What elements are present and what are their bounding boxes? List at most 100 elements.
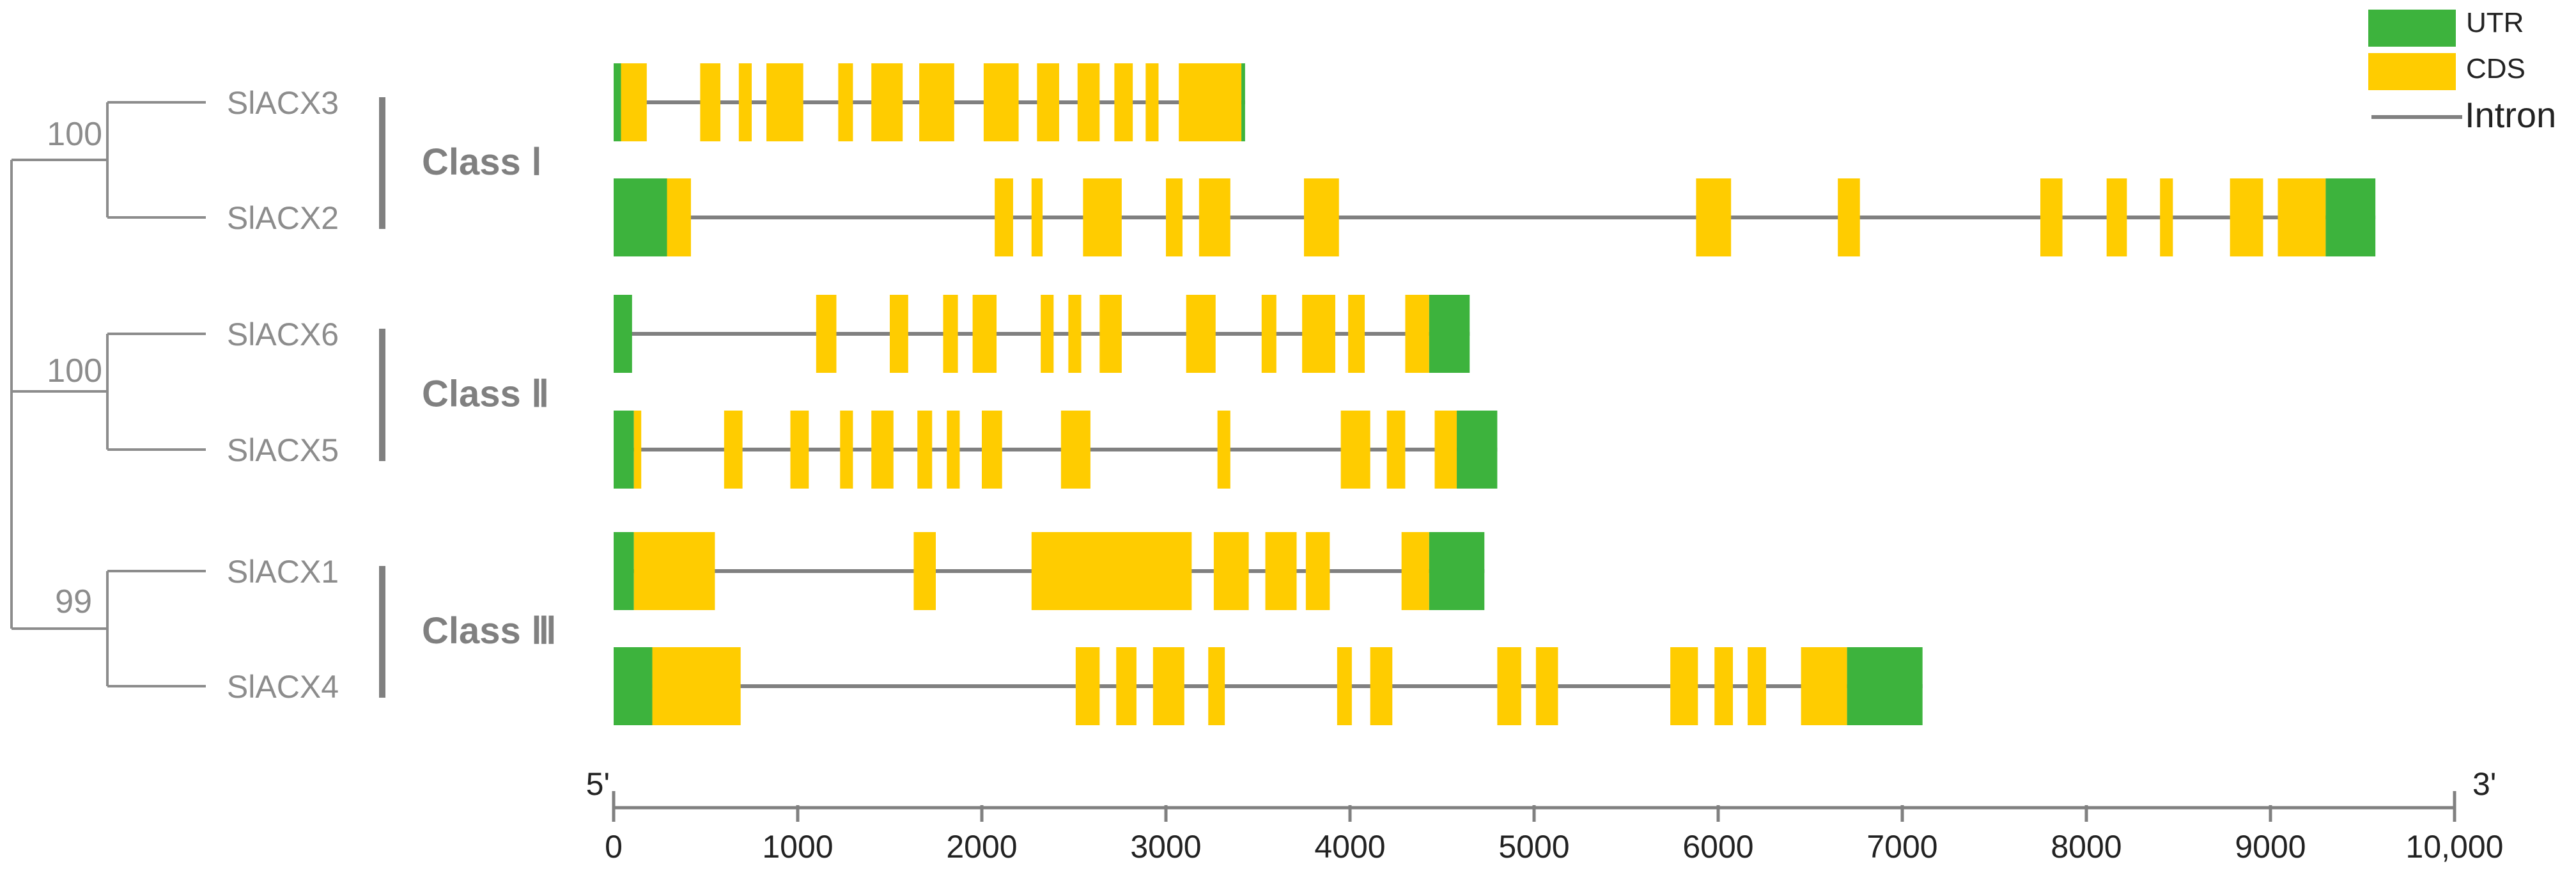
gene-labels: SlACX3 SlACX2 SlACX6 SlACX5 SlACX1 SlACX4 xyxy=(227,85,339,705)
cds-exon-block xyxy=(972,295,997,373)
tree-clade-class3 xyxy=(106,570,206,687)
cds-exon-block xyxy=(1696,178,1732,256)
cds-exon-block xyxy=(1068,295,1082,373)
cds-exon-block xyxy=(983,63,1019,141)
cds-exon-block xyxy=(790,411,809,489)
legend-cds-label: CDS xyxy=(2466,53,2526,84)
bootstrap-value-class1: 100 xyxy=(47,116,102,153)
cds-exon-block xyxy=(724,411,743,489)
axis-tick-label: 5000 xyxy=(1498,829,1569,865)
cds-exon-block xyxy=(1031,532,1192,610)
legend-utr-swatch xyxy=(2368,10,2456,47)
class-label: Class Ⅲ xyxy=(422,610,557,652)
cds-exon-block xyxy=(1186,295,1216,373)
five-prime-label: 5' xyxy=(586,766,610,802)
cds-exon-block xyxy=(1535,647,1558,725)
cds-exon-block xyxy=(1114,63,1133,141)
cds-exon-block xyxy=(1838,178,1860,256)
legend-utr-label: UTR xyxy=(2466,7,2524,38)
cds-exon-block xyxy=(1037,63,1059,141)
three-prime-label: 3' xyxy=(2472,766,2496,802)
axis-tick-label: 10,000 xyxy=(2406,829,2504,865)
axis-tick-label: 6000 xyxy=(1682,829,1753,865)
utr-block xyxy=(614,647,653,725)
cds-exon-block xyxy=(1031,178,1043,256)
cds-exon-block xyxy=(738,63,752,141)
scale-axis: 0 1000 2000 3000 4000 5000 6000 7000 8000 9000 10,… xyxy=(586,766,2504,865)
cds-exon-block xyxy=(1152,647,1184,725)
cds-exon-block xyxy=(1208,647,1225,725)
cds-exon-block xyxy=(1370,647,1393,725)
cds-exon-block xyxy=(917,411,933,489)
gene-track xyxy=(614,647,1923,725)
cds-exon-block xyxy=(1304,178,1339,256)
cds-exon-block xyxy=(633,411,642,489)
cds-exon-block xyxy=(1386,411,1406,489)
cds-exon-block xyxy=(1434,411,1457,489)
cds-exon-block xyxy=(2230,178,2263,256)
tree-clade-class2 xyxy=(106,333,206,451)
axis-tick-label: 7000 xyxy=(1866,829,1937,865)
cds-exon-block xyxy=(700,63,721,141)
cds-exon-block xyxy=(871,411,894,489)
utr-block xyxy=(1457,411,1498,489)
gene-label: SlACX2 xyxy=(227,200,339,236)
cds-exon-block xyxy=(1305,532,1330,610)
gene-track xyxy=(614,532,1485,610)
axis-tick-label: 4000 xyxy=(1314,829,1385,865)
cds-exon-block xyxy=(1179,63,1242,141)
cds-exon-block xyxy=(1497,647,1521,725)
bootstrap-value-class2: 100 xyxy=(47,352,102,389)
gene-label: SlACX4 xyxy=(227,669,339,705)
cds-exon-block xyxy=(1099,295,1122,373)
legend: UTR CDS Intron xyxy=(2368,7,2556,135)
class-groups: Class Ⅰ Class Ⅱ Class Ⅲ xyxy=(379,97,557,698)
cds-exon-block xyxy=(840,411,853,489)
cds-exon-block xyxy=(2160,178,2173,256)
cds-exon-block xyxy=(766,63,803,141)
gene-label: SlACX6 xyxy=(227,317,339,352)
cds-exon-block xyxy=(1340,411,1370,489)
cds-exon-block xyxy=(1199,178,1230,256)
axis-tick-label: 2000 xyxy=(946,829,1017,865)
cds-exon-block xyxy=(1083,178,1122,256)
utr-block xyxy=(614,411,634,489)
cds-exon-block xyxy=(652,647,741,725)
gene-label: SlACX5 xyxy=(227,432,339,468)
cds-exon-block xyxy=(982,411,1002,489)
cds-exon-block xyxy=(913,532,936,610)
cds-exon-block xyxy=(2040,178,2063,256)
cds-exon-block xyxy=(1337,647,1352,725)
cds-exon-block xyxy=(838,63,853,141)
cds-exon-block xyxy=(1041,295,1054,373)
cds-exon-block xyxy=(1265,532,1297,610)
axis-tick-label: 1000 xyxy=(762,829,833,865)
cds-exon-block xyxy=(2106,178,2127,256)
utr-block xyxy=(1429,295,1470,373)
cds-exon-block xyxy=(2277,178,2326,256)
axis-tick-label: 9000 xyxy=(2235,829,2306,865)
cds-exon-block xyxy=(816,295,837,373)
gene-track xyxy=(614,178,2376,256)
axis-tick-label: 0 xyxy=(605,829,623,865)
cds-exon-block xyxy=(633,532,715,610)
cds-exon-block xyxy=(1116,647,1137,725)
cds-exon-block xyxy=(1261,295,1276,373)
class-label: Class Ⅰ xyxy=(422,141,542,183)
utr-block xyxy=(614,178,667,256)
cds-exon-block xyxy=(1075,647,1100,725)
gene-track xyxy=(614,411,1498,489)
legend-cds-swatch xyxy=(2368,53,2456,90)
cds-exon-block xyxy=(1213,532,1249,610)
cds-exon-block xyxy=(943,295,958,373)
cds-exon-block xyxy=(1401,532,1429,610)
cds-exon-block xyxy=(947,411,960,489)
cds-exon-block xyxy=(1405,295,1429,373)
utr-block xyxy=(614,63,621,141)
cds-exon-block xyxy=(1060,411,1090,489)
cds-exon-block xyxy=(1217,411,1230,489)
cds-exon-block xyxy=(1077,63,1100,141)
tree-root-branch xyxy=(10,159,107,630)
cds-exon-block xyxy=(1801,647,1847,725)
